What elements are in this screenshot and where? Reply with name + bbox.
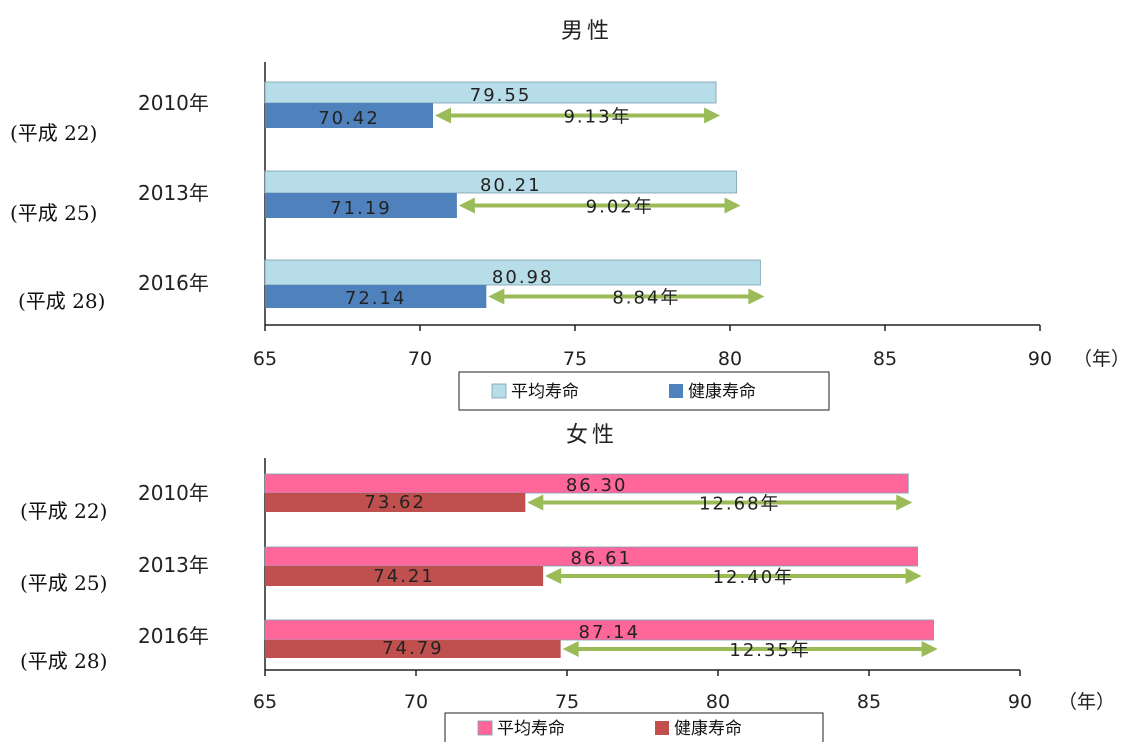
- legend-swatch-avg: [477, 720, 493, 736]
- category-sublabel: (平成 22): [10, 121, 97, 145]
- chart-0: 男性 65 70 75 80 85 90 （年） 79.55 70.42 9.13年 2010年 (平成…: [10, 19, 1130, 411]
- value-label-healthy: 72.14: [345, 288, 407, 309]
- legend-label-healthy: 健康寿命: [688, 382, 756, 402]
- x-tick-label: 85: [873, 348, 897, 370]
- x-unit-label: （年）: [1073, 348, 1130, 370]
- legend-label-avg: 平均寿命: [497, 719, 565, 739]
- bar-avg-life: [264, 170, 737, 194]
- gap-label: 12.40年: [713, 567, 795, 588]
- gap-arrow-head-right: [921, 641, 938, 657]
- legend-box: [444, 712, 824, 742]
- gap-label: 9.02年: [586, 197, 654, 218]
- value-label-avg: 86.30: [566, 475, 628, 496]
- gap-label: 8.84年: [612, 288, 680, 309]
- category-sublabel: (平成 25): [10, 201, 97, 225]
- gap-label: 12.68年: [699, 494, 781, 515]
- gap-arrow-head-left: [435, 107, 452, 124]
- gap-arrow-head-left: [527, 494, 544, 511]
- x-unit-label: （年）: [1058, 691, 1115, 713]
- bar-avg-life: [264, 619, 935, 641]
- x-tick-label: 65: [253, 691, 277, 713]
- legend-swatch-healthy: [655, 721, 669, 735]
- legend-swatch-healthy: [669, 384, 683, 398]
- category-sublabel: (平成 28): [18, 289, 105, 313]
- value-label-healthy: 70.42: [318, 108, 380, 129]
- chart-title: 男性: [561, 19, 613, 44]
- category-label: 2010年: [138, 481, 209, 505]
- legend-swatch-avg: [491, 383, 507, 399]
- bar-healthy-life: [265, 103, 434, 128]
- x-tick-label: 75: [563, 348, 587, 370]
- value-label-healthy: 74.79: [382, 638, 444, 659]
- gap-label: 12.35年: [729, 640, 811, 661]
- category-label: 2016年: [138, 271, 209, 295]
- gap-arrow-head-left: [562, 641, 579, 657]
- x-tick-label: 80: [718, 348, 742, 370]
- category-label: 2010年: [138, 91, 209, 115]
- bar-healthy-life: [265, 566, 544, 586]
- legend-label-avg: 平均寿命: [511, 382, 579, 402]
- x-tick-label: 70: [404, 691, 428, 713]
- category-sublabel: (平成 22): [20, 499, 107, 523]
- category-label: 2013年: [138, 181, 209, 205]
- value-label-healthy: 74.21: [373, 566, 435, 587]
- bar-healthy-life: [265, 193, 457, 218]
- chart-1: 女性 65 70 75 80 85 90 （年） 86.30 73.62 12.68年 2010年 (平…: [20, 423, 1115, 742]
- value-label-avg: 80.98: [492, 267, 554, 288]
- gap-arrow-head-left: [545, 568, 562, 584]
- gap-arrow-head-right: [704, 107, 721, 124]
- value-label-healthy: 71.19: [330, 198, 392, 219]
- legend-label-healthy: 健康寿命: [674, 719, 742, 739]
- bar-avg-life: [264, 259, 761, 286]
- value-label-avg: 86.61: [571, 548, 633, 569]
- x-tick-label: 65: [253, 348, 277, 370]
- bar-healthy-life: [265, 640, 561, 658]
- x-tick-label: 90: [1028, 348, 1052, 370]
- gap-arrow-head-right: [896, 494, 913, 511]
- gap-arrow-head-right: [905, 568, 922, 584]
- category-sublabel: (平成 25): [20, 571, 107, 595]
- category-label: 2016年: [138, 624, 209, 648]
- gap-arrow-head-right: [724, 197, 741, 214]
- value-label-avg: 87.14: [579, 622, 641, 643]
- category-sublabel: (平成 28): [20, 649, 107, 673]
- chart-title: 女性: [566, 423, 618, 448]
- bar-healthy-life: [265, 493, 526, 512]
- x-tick-label: 70: [408, 348, 432, 370]
- x-tick-label: 75: [555, 691, 579, 713]
- category-label: 2013年: [138, 553, 209, 577]
- value-label-avg: 79.55: [470, 85, 532, 106]
- gap-arrow-head-right: [748, 288, 765, 305]
- gap-label: 9.13年: [563, 107, 631, 128]
- gap-arrow-head-left: [488, 288, 505, 305]
- bar-healthy-life: [265, 285, 487, 308]
- x-tick-label: 85: [857, 691, 881, 713]
- value-label-healthy: 73.62: [364, 492, 426, 513]
- x-tick-label: 80: [706, 691, 730, 713]
- bar-avg-life: [264, 546, 919, 567]
- bar-avg-life: [264, 81, 717, 104]
- gap-arrow-head-left: [458, 197, 475, 214]
- x-tick-label: 90: [1008, 691, 1032, 713]
- value-label-avg: 80.21: [480, 175, 542, 196]
- bar-avg-life: [264, 473, 909, 494]
- legend-box: [458, 371, 830, 411]
